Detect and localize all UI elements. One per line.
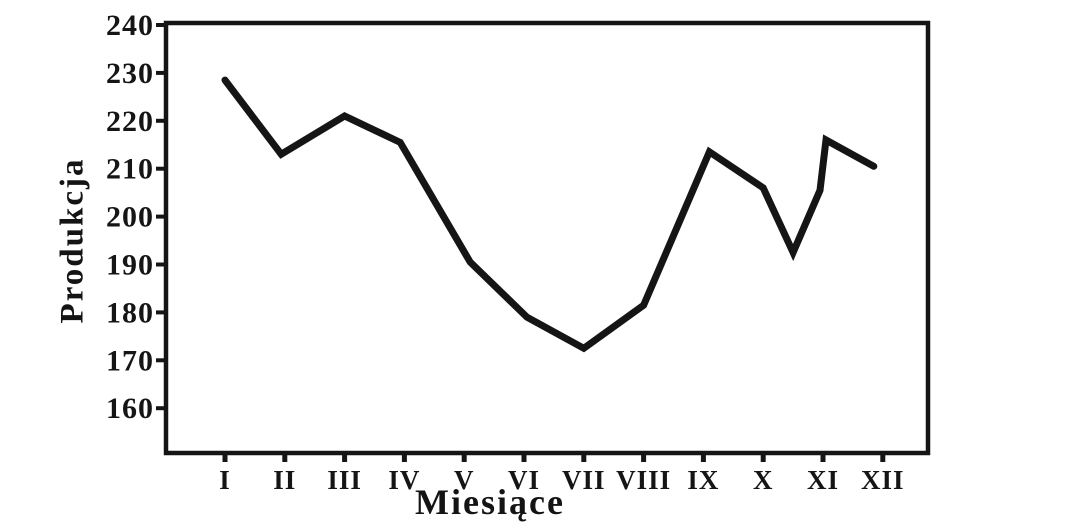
y-tick-label: 240: [106, 9, 154, 42]
x-tick-label: II: [273, 465, 296, 495]
y-tick-label: 200: [106, 201, 154, 234]
x-tick-label: VI: [508, 465, 540, 495]
x-tick-label: VII: [562, 465, 606, 495]
y-tick-label: 210: [106, 153, 154, 186]
y-tick-label: 170: [106, 344, 154, 377]
y-tick-label: 230: [106, 57, 154, 90]
x-tick-label: III: [327, 465, 362, 495]
y-axis-title: Produkcja: [54, 157, 91, 324]
production-line: [221, 76, 878, 353]
x-tick-label: V: [454, 465, 475, 495]
x-tick-label: X: [753, 465, 774, 495]
y-tick-label: 190: [106, 249, 154, 282]
plot-border: [163, 20, 931, 456]
y-tick-label: 180: [106, 296, 154, 329]
y-tick-label: 160: [106, 392, 154, 425]
x-tick-label: XII: [861, 465, 905, 495]
y-tick-label: 220: [106, 105, 154, 138]
x-tick-label: IX: [687, 465, 719, 495]
x-tick-label: IV: [388, 465, 420, 495]
x-tick-label: I: [219, 465, 231, 495]
x-tick-label: XI: [807, 465, 839, 495]
x-tick-label: VIII: [616, 465, 671, 495]
x-axis-title: Miesiące: [415, 482, 565, 522]
